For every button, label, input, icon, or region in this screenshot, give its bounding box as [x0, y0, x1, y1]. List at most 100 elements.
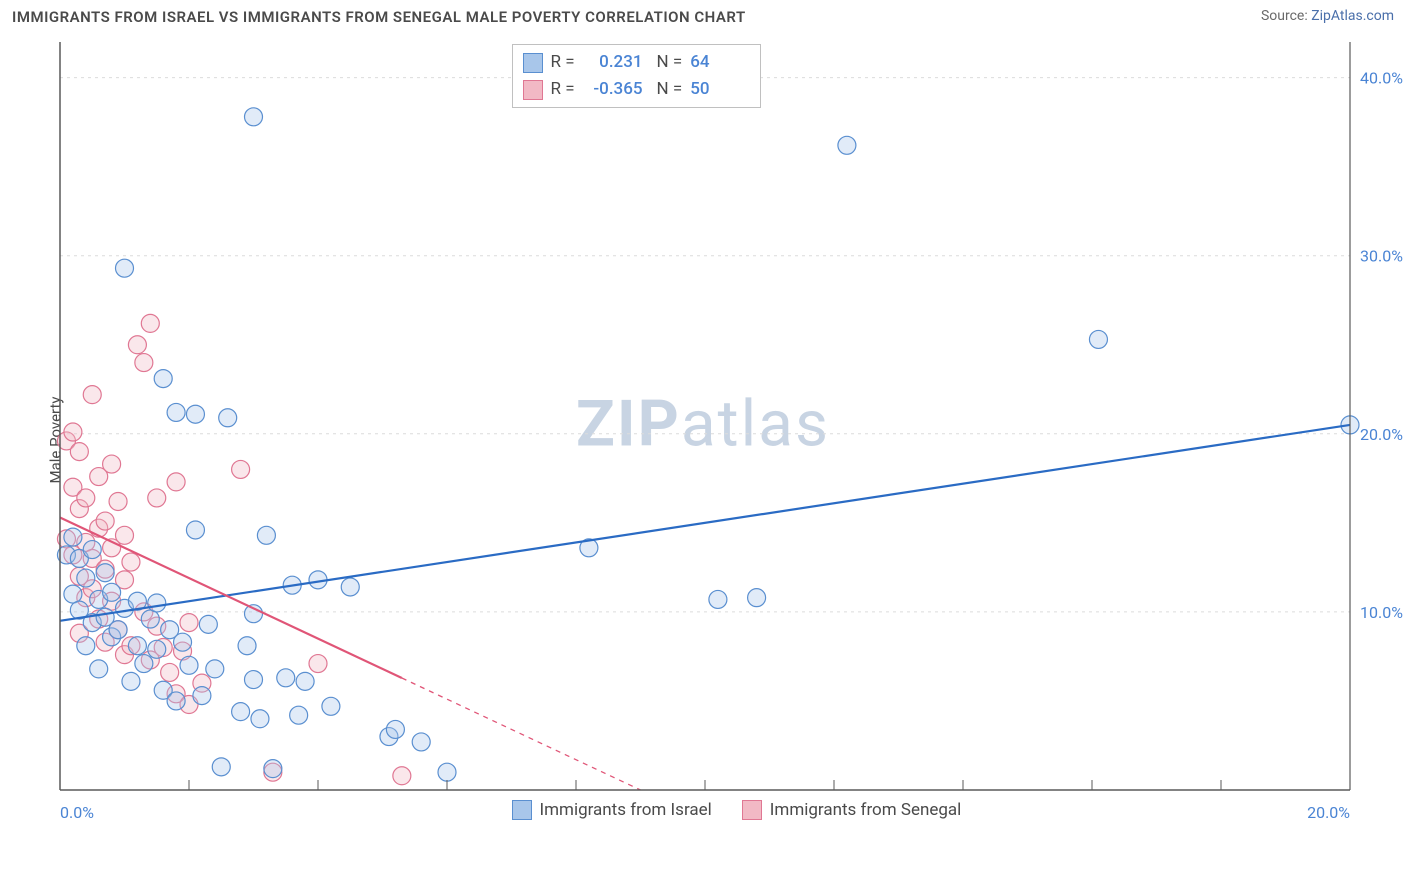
data-point: [212, 758, 230, 776]
data-point: [709, 590, 727, 608]
n-label: N =: [657, 49, 683, 76]
data-point: [122, 672, 140, 690]
data-point: [412, 733, 430, 751]
data-point: [186, 405, 204, 423]
data-point: [245, 671, 263, 689]
legend-label: Immigrants from Israel: [540, 800, 712, 820]
n-label: N =: [657, 76, 683, 103]
data-point: [148, 489, 166, 507]
legend-swatch: [523, 80, 543, 100]
data-point: [64, 528, 82, 546]
data-point: [128, 336, 146, 354]
legend-label: Immigrants from Senegal: [770, 800, 962, 820]
data-point: [135, 354, 153, 372]
data-point: [77, 569, 95, 587]
data-point: [180, 656, 198, 674]
chart-title: IMMIGRANTS FROM ISRAEL VS IMMIGRANTS FRO…: [12, 8, 746, 26]
chart-container: Male Poverty ZIPatlas 10.0%20.0%30.0%40.…: [0, 30, 1406, 850]
legend-item: Immigrants from Israel: [512, 800, 712, 820]
data-point: [116, 259, 134, 277]
data-point: [245, 108, 263, 126]
data-point: [174, 633, 192, 651]
data-point: [161, 663, 179, 681]
r-value: -0.365: [583, 76, 643, 103]
data-point: [103, 583, 121, 601]
data-point: [748, 589, 766, 607]
data-point: [141, 610, 159, 628]
n-value: 64: [690, 49, 750, 76]
data-point: [77, 489, 95, 507]
data-point: [122, 553, 140, 571]
data-point: [838, 136, 856, 154]
y-tick-label: 40.0%: [1360, 69, 1403, 88]
data-point: [96, 564, 114, 582]
legend-row: R = 0.231 N = 64: [523, 49, 751, 76]
trend-line: [60, 425, 1350, 621]
data-point: [64, 585, 82, 603]
data-point: [103, 455, 121, 473]
data-point: [238, 637, 256, 655]
r-value: 0.231: [583, 49, 643, 76]
source-prefix: Source:: [1261, 8, 1311, 24]
data-point: [64, 423, 82, 441]
data-point: [90, 660, 108, 678]
data-point: [141, 314, 159, 332]
y-tick-label: 30.0%: [1360, 247, 1403, 266]
data-point: [116, 526, 134, 544]
legend-swatch: [742, 800, 762, 820]
legend-row: R = -0.365 N = 50: [523, 76, 751, 103]
data-point: [193, 687, 211, 705]
data-point: [135, 655, 153, 673]
data-point: [257, 526, 275, 544]
data-point: [232, 703, 250, 721]
data-point: [109, 492, 127, 510]
x-tick-label: 20.0%: [1307, 803, 1350, 822]
chart-header: IMMIGRANTS FROM ISRAEL VS IMMIGRANTS FRO…: [0, 0, 1406, 30]
source-attribution: Source: ZipAtlas.com: [1261, 8, 1394, 24]
data-point: [167, 692, 185, 710]
data-point: [290, 706, 308, 724]
data-point: [277, 669, 295, 687]
data-point: [70, 443, 88, 461]
data-point: [438, 763, 456, 781]
data-point: [96, 512, 114, 530]
y-tick-label: 10.0%: [1360, 603, 1403, 622]
source-link[interactable]: ZipAtlas.com: [1311, 8, 1394, 24]
data-point: [206, 660, 224, 678]
data-point: [341, 578, 359, 596]
data-point: [167, 473, 185, 491]
data-point: [219, 409, 237, 427]
data-point: [309, 655, 327, 673]
n-value: 50: [690, 76, 750, 103]
data-point: [264, 760, 282, 778]
data-point: [386, 720, 404, 738]
series-legend: Immigrants from Israel Immigrants from Se…: [512, 800, 962, 820]
legend-swatch: [523, 53, 543, 73]
data-point: [77, 637, 95, 655]
correlation-legend: R = 0.231 N = 64 R = -0.365 N = 50: [512, 44, 762, 108]
data-point: [393, 767, 411, 785]
r-label: R =: [551, 76, 575, 103]
legend-item: Immigrants from Senegal: [742, 800, 962, 820]
data-point: [199, 615, 217, 633]
data-point: [109, 621, 127, 639]
scatter-chart: 10.0% 20.0% 30.0% 40.0% 0.0% 20.0%: [0, 30, 1406, 850]
y-tick-label: 20.0%: [1360, 425, 1403, 444]
data-point: [180, 614, 198, 632]
data-point: [128, 637, 146, 655]
data-point: [83, 541, 101, 559]
data-point: [232, 460, 250, 478]
x-tick-label: 0.0%: [60, 803, 94, 822]
data-point: [186, 521, 204, 539]
data-point: [296, 672, 314, 690]
data-point: [167, 403, 185, 421]
data-point: [251, 710, 269, 728]
legend-swatch: [512, 800, 532, 820]
data-point: [322, 697, 340, 715]
data-point: [83, 386, 101, 404]
r-label: R =: [551, 49, 575, 76]
data-point: [1089, 330, 1107, 348]
data-point: [148, 640, 166, 658]
data-point: [148, 594, 166, 612]
data-point: [154, 370, 172, 388]
